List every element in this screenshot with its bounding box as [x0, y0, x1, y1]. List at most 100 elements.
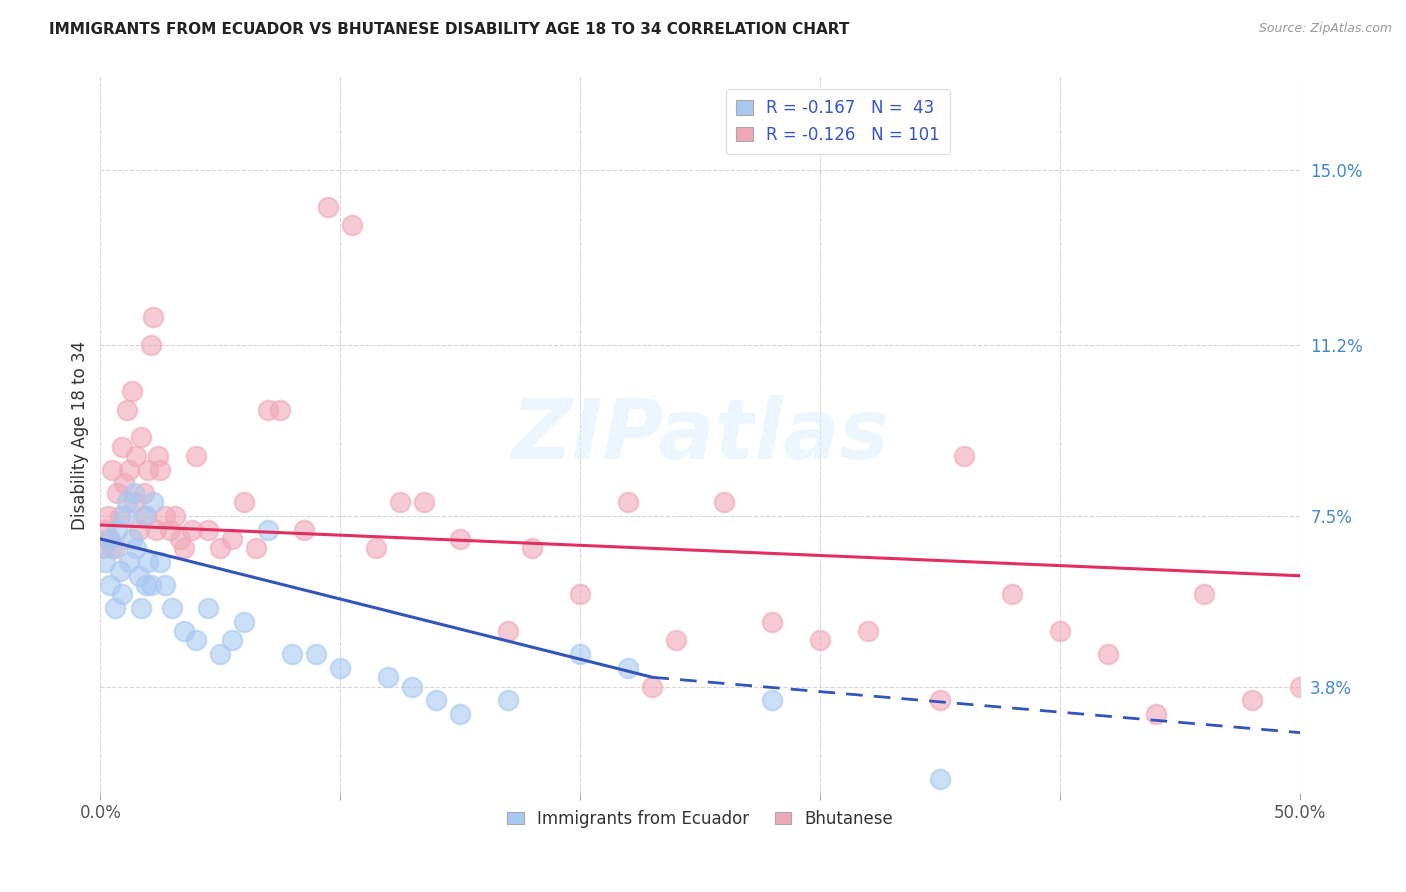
- Point: [101, 541, 124, 555]
- Point: [929, 693, 952, 707]
- Point: [111, 587, 134, 601]
- Point: [233, 495, 256, 509]
- Point: [498, 693, 520, 707]
- Point: [98, 532, 121, 546]
- Point: [186, 449, 208, 463]
- Point: [449, 532, 471, 546]
- Point: [111, 440, 134, 454]
- Point: [305, 647, 328, 661]
- Point: [257, 402, 280, 417]
- Point: [132, 485, 155, 500]
- Point: [108, 564, 131, 578]
- Point: [112, 476, 135, 491]
- Legend: Immigrants from Ecuador, Bhutanese: Immigrants from Ecuador, Bhutanese: [501, 803, 900, 834]
- Point: [413, 495, 436, 509]
- Point: [713, 495, 735, 509]
- Point: [617, 495, 640, 509]
- Point: [1144, 707, 1167, 722]
- Text: IMMIGRANTS FROM ECUADOR VS BHUTANESE DISABILITY AGE 18 TO 34 CORRELATION CHART: IMMIGRANTS FROM ECUADOR VS BHUTANESE DIS…: [49, 22, 849, 37]
- Point: [180, 523, 202, 537]
- Point: [129, 601, 152, 615]
- Point: [91, 541, 114, 555]
- Point: [269, 402, 291, 417]
- Point: [389, 495, 412, 509]
- Point: [149, 463, 172, 477]
- Point: [128, 568, 150, 582]
- Point: [197, 601, 219, 615]
- Point: [121, 532, 143, 546]
- Text: ZIPatlas: ZIPatlas: [512, 394, 890, 475]
- Point: [449, 707, 471, 722]
- Point: [108, 508, 131, 523]
- Point: [128, 523, 150, 537]
- Point: [617, 661, 640, 675]
- Text: Source: ZipAtlas.com: Source: ZipAtlas.com: [1258, 22, 1392, 36]
- Point: [105, 523, 128, 537]
- Point: [569, 647, 592, 661]
- Point: [197, 523, 219, 537]
- Point: [153, 508, 176, 523]
- Point: [135, 578, 157, 592]
- Point: [104, 541, 127, 555]
- Point: [112, 508, 135, 523]
- Point: [94, 555, 117, 569]
- Point: [142, 310, 165, 325]
- Point: [145, 523, 167, 537]
- Point: [153, 578, 176, 592]
- Point: [94, 523, 117, 537]
- Point: [1049, 624, 1071, 639]
- Point: [292, 523, 315, 537]
- Point: [122, 485, 145, 500]
- Point: [953, 449, 976, 463]
- Point: [245, 541, 267, 555]
- Point: [125, 449, 148, 463]
- Point: [1289, 680, 1312, 694]
- Point: [132, 508, 155, 523]
- Point: [146, 449, 169, 463]
- Point: [163, 508, 186, 523]
- Point: [281, 647, 304, 661]
- Point: [929, 772, 952, 786]
- Point: [329, 661, 352, 675]
- Y-axis label: Disability Age 18 to 34: Disability Age 18 to 34: [72, 341, 89, 530]
- Point: [159, 523, 181, 537]
- Point: [1241, 693, 1264, 707]
- Point: [342, 218, 364, 232]
- Point: [761, 615, 783, 629]
- Point: [125, 541, 148, 555]
- Point: [101, 463, 124, 477]
- Point: [761, 693, 783, 707]
- Point: [1001, 587, 1024, 601]
- Point: [186, 633, 208, 648]
- Point: [665, 633, 688, 648]
- Point: [96, 508, 118, 523]
- Point: [173, 541, 195, 555]
- Point: [98, 578, 121, 592]
- Point: [233, 615, 256, 629]
- Point: [149, 555, 172, 569]
- Point: [118, 463, 141, 477]
- Point: [808, 633, 831, 648]
- Point: [138, 555, 160, 569]
- Point: [139, 578, 162, 592]
- Point: [138, 463, 160, 477]
- Point: [1097, 647, 1119, 661]
- Point: [366, 541, 388, 555]
- Point: [104, 601, 127, 615]
- Point: [122, 495, 145, 509]
- Point: [105, 485, 128, 500]
- Point: [139, 338, 162, 352]
- Point: [569, 587, 592, 601]
- Point: [173, 624, 195, 639]
- Point: [96, 532, 118, 546]
- Point: [425, 693, 447, 707]
- Point: [522, 541, 544, 555]
- Point: [209, 647, 232, 661]
- Point: [318, 200, 340, 214]
- Point: [377, 670, 399, 684]
- Point: [115, 495, 138, 509]
- Point: [129, 430, 152, 444]
- Point: [1194, 587, 1216, 601]
- Point: [221, 532, 243, 546]
- Point: [641, 680, 664, 694]
